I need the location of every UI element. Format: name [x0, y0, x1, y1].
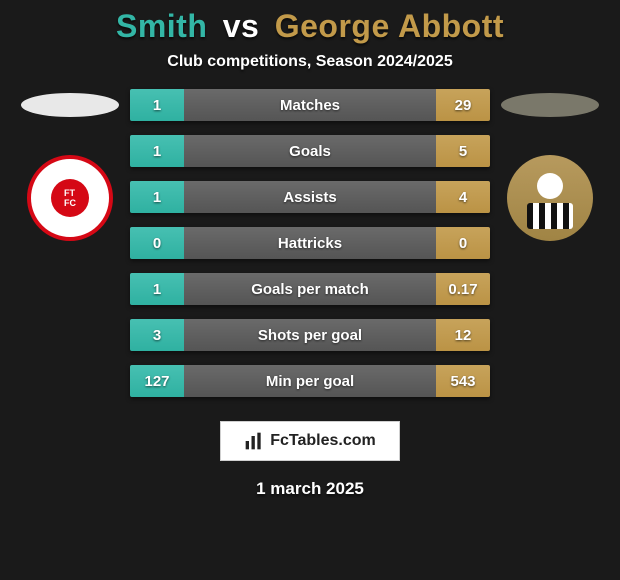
bar-chart-icon — [244, 431, 264, 451]
stat-value-right: 5 — [436, 135, 490, 167]
stat-value-right: 0 — [436, 227, 490, 259]
fleetwood-crest-icon: FTFC — [51, 179, 89, 217]
stat-value-right: 29 — [436, 89, 490, 121]
stats-table: 1Matches291Goals51Assists40Hattricks01Go… — [130, 89, 490, 397]
stat-label: Matches — [184, 89, 436, 121]
left-side: FTFC — [10, 89, 130, 241]
fctables-logo[interactable]: FcTables.com — [220, 421, 400, 461]
stat-row: 1Matches29 — [130, 89, 490, 121]
stat-value-left: 1 — [130, 181, 184, 213]
stat-value-left: 127 — [130, 365, 184, 397]
stat-row: 1Goals per match0.17 — [130, 273, 490, 305]
title-player2: George Abbott — [275, 8, 504, 44]
stat-row: 1Goals5 — [130, 135, 490, 167]
stat-label: Min per goal — [184, 365, 436, 397]
stat-label: Goals — [184, 135, 436, 167]
title-player1: Smith — [116, 8, 207, 44]
stat-value-right: 12 — [436, 319, 490, 351]
stat-row: 127Min per goal543 — [130, 365, 490, 397]
root-container: Smith vs George Abbott Club competitions… — [0, 0, 620, 580]
title-vs: vs — [223, 8, 260, 44]
stat-value-left: 1 — [130, 135, 184, 167]
player2-club-crest — [507, 155, 593, 241]
player1-club-crest: FTFC — [27, 155, 113, 241]
notts-ball-icon — [537, 173, 563, 199]
page-title: Smith vs George Abbott — [116, 8, 504, 45]
player1-flag-ellipse — [21, 93, 119, 117]
stat-label: Goals per match — [184, 273, 436, 305]
right-side — [490, 89, 610, 241]
stat-value-right: 543 — [436, 365, 490, 397]
stat-row: 1Assists4 — [130, 181, 490, 213]
stat-value-right: 4 — [436, 181, 490, 213]
player2-flag-ellipse — [501, 93, 599, 117]
comparison-area: FTFC 1Matches291Goals51Assists40Hattrick… — [0, 89, 620, 397]
stat-label: Assists — [184, 181, 436, 213]
stat-row: 0Hattricks0 — [130, 227, 490, 259]
subtitle: Club competitions, Season 2024/2025 — [167, 53, 452, 71]
stat-value-left: 3 — [130, 319, 184, 351]
stat-label: Hattricks — [184, 227, 436, 259]
stat-row: 3Shots per goal12 — [130, 319, 490, 351]
stat-value-right: 0.17 — [436, 273, 490, 305]
stat-value-left: 1 — [130, 89, 184, 121]
notts-stripes-icon — [527, 203, 573, 229]
stat-value-left: 1 — [130, 273, 184, 305]
fctables-label: FcTables.com — [270, 432, 376, 450]
stat-value-left: 0 — [130, 227, 184, 259]
snapshot-date: 1 march 2025 — [256, 479, 364, 499]
stat-label: Shots per goal — [184, 319, 436, 351]
